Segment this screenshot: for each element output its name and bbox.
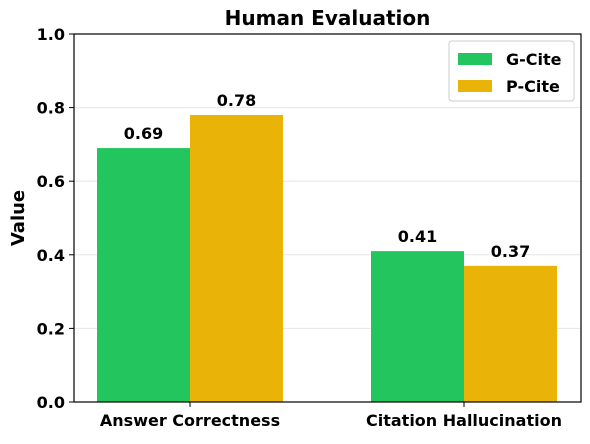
plot-frame: [73, 33, 582, 403]
y-tick-label: 0.0: [37, 393, 65, 412]
legend-swatch-g-cite: [458, 53, 492, 65]
y-tick-label: 0.6: [37, 172, 65, 191]
data-label: 0.41: [398, 227, 437, 246]
legend-label-g-cite: G-Cite: [506, 50, 562, 69]
y-axis-ticks: 0.0 0.2 0.4 0.6 0.8 1.0: [37, 25, 74, 412]
y-tick-label: 0.4: [37, 246, 65, 265]
data-label: 0.37: [491, 242, 530, 261]
bar-g-cite-1: [97, 148, 190, 402]
x-tick-label: Answer Correctness: [100, 411, 280, 430]
bar-p-cite-1: [190, 114, 283, 403]
bar-p-cite-2: [464, 265, 557, 402]
legend: G-Cite P-Cite: [448, 40, 575, 102]
y-tick-label: 0.8: [37, 99, 65, 118]
y-axis-label: Value: [8, 190, 29, 246]
data-labels: 0.69 0.78 0.41 0.37: [124, 91, 530, 261]
x-axis-ticks: Answer Correctness Citation Hallucination: [100, 402, 562, 430]
bar-g-cite-2: [371, 251, 464, 402]
legend-swatch-p-cite: [458, 80, 492, 92]
legend-label-p-cite: P-Cite: [506, 77, 560, 96]
y-tick-label: 0.2: [37, 319, 65, 338]
bars: [97, 114, 557, 403]
x-tick-label: Citation Hallucination: [366, 411, 562, 430]
data-label: 0.69: [124, 124, 163, 143]
data-label: 0.78: [217, 91, 256, 110]
y-tick-label: 1.0: [37, 25, 65, 44]
chart-title: Human Evaluation: [225, 6, 431, 30]
